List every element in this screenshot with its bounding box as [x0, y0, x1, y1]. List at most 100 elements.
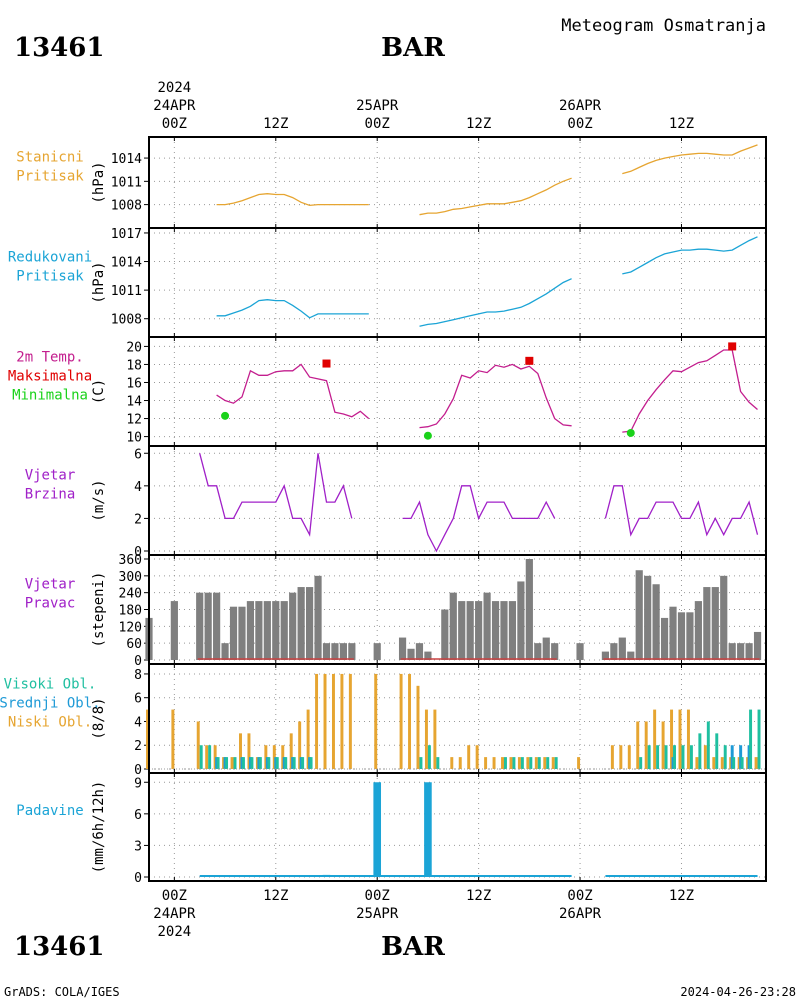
cloud-bar: [289, 733, 293, 769]
wind-dir-bar: [339, 643, 347, 660]
cloud-bar: [275, 757, 279, 769]
bottom-hour-label: 00Z: [567, 888, 592, 904]
wind-dir-bar: [196, 592, 204, 660]
wind-dir-bar: [246, 601, 255, 660]
cloud-bar: [250, 757, 254, 769]
cloud-bar: [216, 757, 220, 769]
cloud-bar: [619, 745, 623, 769]
cloud-bar: [408, 673, 412, 769]
y-tick-label: 120: [119, 620, 142, 635]
y-tick-label: 1011: [111, 175, 142, 190]
cloud-bar: [749, 709, 753, 769]
cloud-bar: [695, 757, 699, 769]
wind-dir-bar: [297, 587, 305, 660]
series-line: [419, 363, 572, 429]
cloud-bar: [670, 709, 674, 769]
p-station-pressure: 1008 1011 1014 Stanicni Pritisak (hPa): [16, 136, 767, 229]
cloud-bar: [554, 757, 558, 769]
station-id-bottom: 13461: [14, 932, 104, 962]
wind-dir-bar: [305, 587, 314, 660]
top-day-label: 24APR: [153, 98, 196, 114]
series-line: [216, 363, 370, 420]
credit: GrADS: COLA/IGES: [4, 985, 120, 999]
tmax-marker: [525, 356, 534, 365]
wind-dir-bar: [618, 637, 626, 660]
cloud-bar: [484, 757, 488, 769]
cloud-bar: [416, 685, 420, 769]
precip-bar: [373, 782, 382, 877]
cloud-bar: [529, 757, 533, 769]
cloud-bar: [467, 745, 471, 769]
wind-dir-bar: [720, 575, 728, 660]
cloud-bar: [546, 757, 550, 769]
bottom-hour-label: 00Z: [365, 888, 390, 904]
year-top: 2024: [157, 80, 191, 96]
cloud-bar: [258, 757, 262, 769]
p-wind-speed: 0 2 4 6 Vjetar Brzina (m/s): [25, 445, 767, 560]
station-name-bottom: BAR: [381, 932, 445, 962]
wind-dir-bar: [314, 575, 322, 660]
cloud-bar: [509, 757, 513, 769]
wind-dir-bar: [483, 592, 491, 660]
cloud-bar: [309, 757, 313, 769]
wind-dir-bar: [491, 601, 500, 660]
panel-label: Maksimalna: [8, 369, 92, 385]
bottom-hour-label: 00Z: [162, 888, 187, 904]
wind-dir-bar: [517, 581, 525, 660]
wind-dir-bar: [500, 601, 508, 660]
cloud-bar: [230, 757, 234, 769]
cloud-bar: [315, 673, 319, 769]
cloud-bar: [475, 745, 479, 769]
wind-dir-bar: [221, 643, 229, 660]
top-hour-label: 12Z: [669, 116, 694, 132]
wind-dir-bar: [466, 601, 474, 660]
y-tick-label: 240: [119, 587, 142, 602]
station-name-top: BAR: [381, 33, 445, 63]
top-hour-label: 00Z: [567, 116, 592, 132]
cloud-bar: [656, 745, 660, 769]
wind-dir-bar: [728, 643, 736, 660]
wind-dir-bar: [610, 643, 618, 660]
unit-label: (C): [91, 379, 107, 404]
y-tick-label: 9: [134, 776, 142, 791]
wind-dir-bar: [686, 612, 694, 660]
product-title: Meteogram Osmatranja: [561, 16, 766, 36]
cloud-bar: [196, 721, 200, 769]
cloud-bar: [450, 757, 454, 769]
wind-dir-bar: [229, 606, 238, 660]
cloud-bar: [712, 757, 716, 769]
p-reduced-pressure: 1008 1011 1014 1017 Redukovani Pritisak (hPa): [8, 227, 767, 338]
series-line: [622, 144, 758, 175]
y-tick-label: 1008: [111, 313, 142, 328]
wind-dir-bar: [424, 651, 432, 660]
cloud-bar: [689, 745, 693, 769]
cloud-bar: [737, 757, 741, 769]
unit-label: (stepeni): [91, 572, 107, 648]
cloud-bar: [639, 757, 643, 769]
panel-label: Pritisak: [16, 169, 84, 185]
cloud-bar: [520, 757, 524, 769]
y-tick-label: 2: [134, 739, 142, 754]
series-line: [622, 236, 758, 275]
cloud-bar: [424, 709, 428, 769]
cloud-bar: [551, 757, 555, 769]
y-tick-label: 1014: [111, 152, 142, 167]
cloud-bar: [543, 757, 547, 769]
p-clouds: 0 2 4 6 8 Visoki Obl. Srednji Obl. Niski Obl.(8…: [0, 663, 767, 778]
p-precip: 0 3 6 9 Padavine (mm/6h/12h): [16, 772, 767, 886]
cloud-bar: [715, 733, 719, 769]
bottom-day-label: 26APR: [559, 906, 602, 922]
wind-dir-bar: [373, 643, 381, 660]
y-tick-label: 180: [119, 604, 142, 619]
wind-dir-bar: [458, 601, 466, 660]
y-tick-label: 3: [134, 839, 142, 854]
cloud-bar: [723, 745, 727, 769]
top-hour-label: 12Z: [466, 116, 491, 132]
top-hour-label: 00Z: [365, 116, 390, 132]
unit-label: (hPa): [91, 161, 107, 203]
wind-dir-bar: [398, 637, 407, 660]
cloud-bar: [653, 709, 657, 769]
y-tick-label: 60: [126, 637, 142, 652]
y-tick-label: 0: [134, 654, 142, 669]
